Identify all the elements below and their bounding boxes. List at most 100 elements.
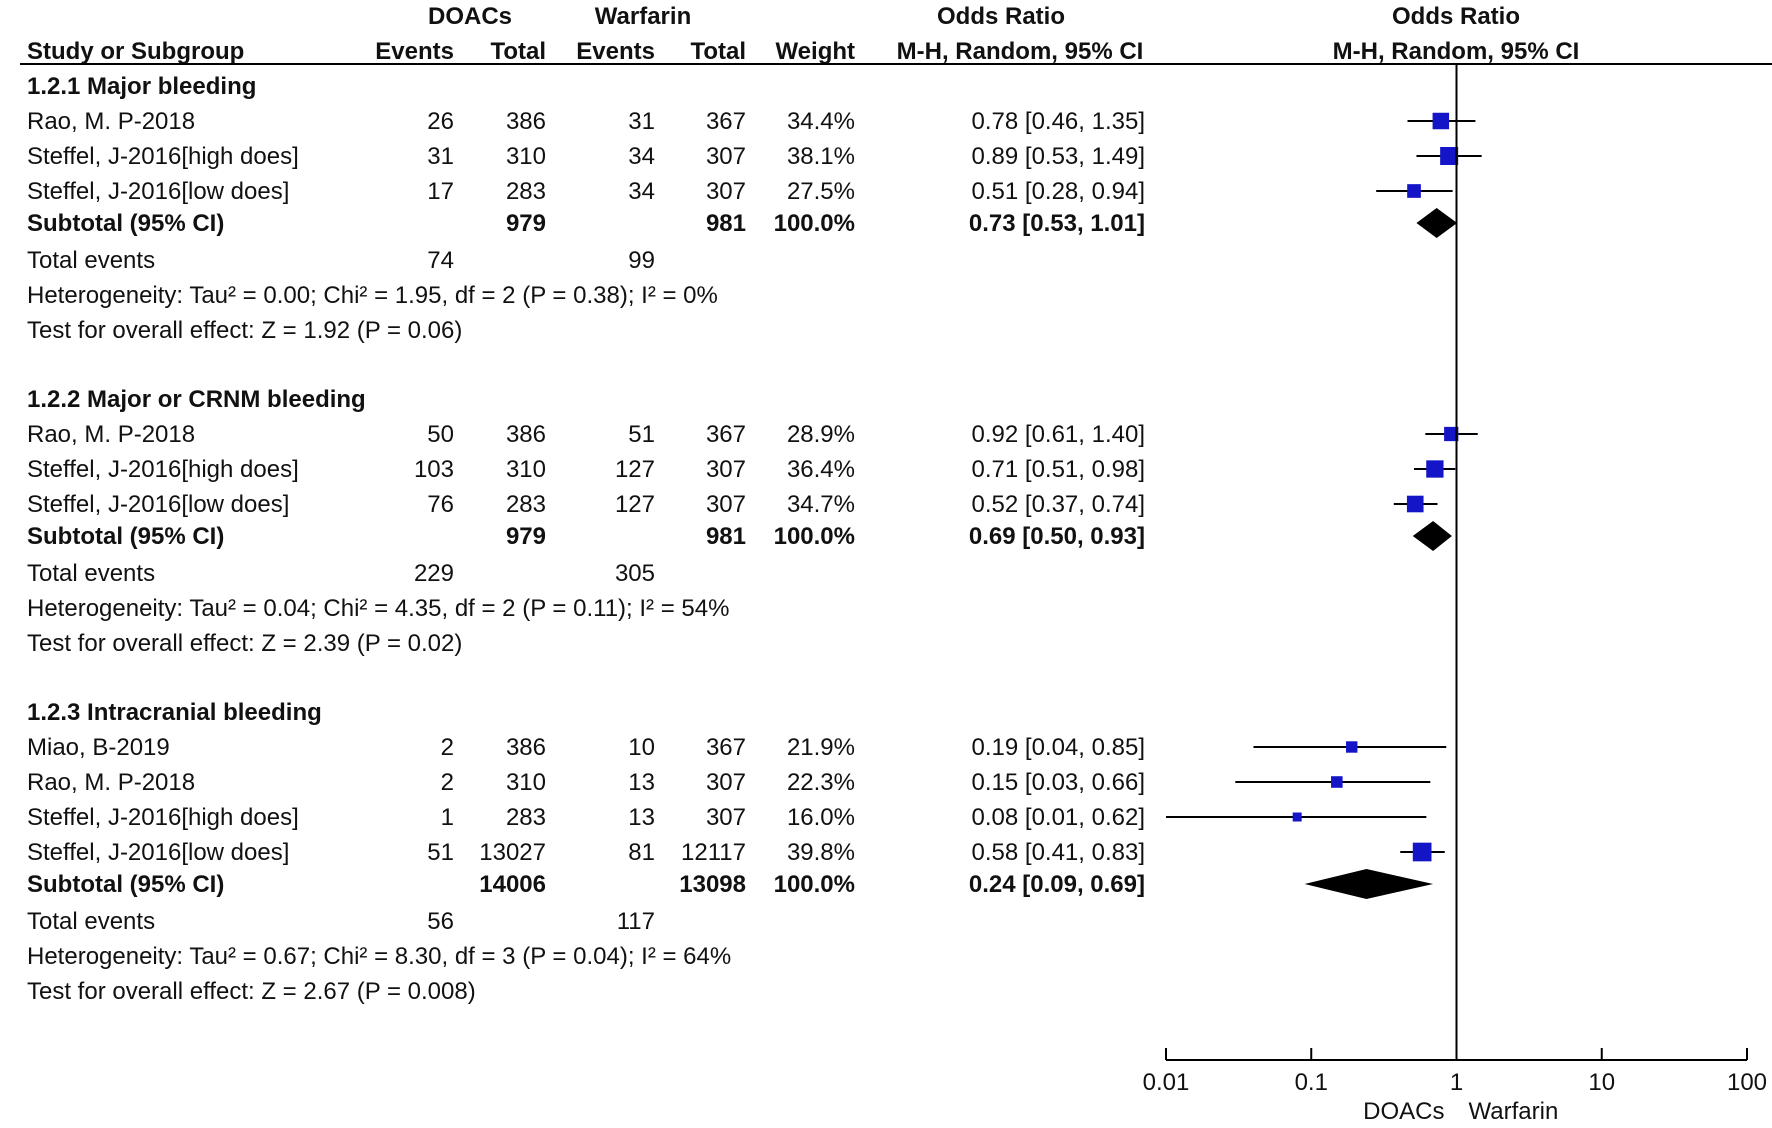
header-group1: DOACs [428, 3, 512, 30]
study-or-ci: 0.19 [0.04, 0.85] [972, 734, 1145, 761]
events-warfarin: 34 [628, 143, 655, 170]
study-or-ci: 0.58 [0.41, 0.83] [972, 839, 1145, 866]
or-square [1292, 812, 1302, 822]
x-tick-label: 100 [1727, 1069, 1767, 1096]
events-doacs: 26 [427, 108, 454, 135]
subtotal-label: Subtotal (95% CI) [27, 523, 224, 550]
total-events-doacs: 74 [427, 247, 454, 274]
events-warfarin: 127 [615, 491, 655, 518]
heterogeneity-text: Heterogeneity: Tau² = 0.00; Chi² = 1.95,… [27, 282, 718, 309]
events-warfarin: 51 [628, 421, 655, 448]
subtotal-total-warfarin: 981 [706, 523, 746, 550]
subtotal-or-ci: 0.69 [0.50, 0.93] [969, 523, 1145, 550]
total-warfarin: 367 [706, 108, 746, 135]
study-name: Steffel, J-2016[high does] [27, 804, 299, 831]
header-plot-method: M-H, Random, 95% CI [1333, 38, 1580, 65]
study-name: Steffel, J-2016[low does] [27, 839, 289, 866]
overall-effect-text: Test for overall effect: Z = 2.39 (P = 0… [27, 630, 462, 657]
study-weight: 34.4% [787, 108, 855, 135]
total-doacs: 386 [506, 734, 546, 761]
study-name: Miao, B-2019 [27, 734, 170, 761]
subtotal-diamond [1412, 521, 1452, 551]
total-events-doacs: 56 [427, 908, 454, 935]
total-events-warfarin: 99 [628, 247, 655, 274]
total-doacs: 283 [506, 178, 546, 205]
total-warfarin: 307 [706, 769, 746, 796]
total-warfarin: 307 [706, 143, 746, 170]
total-warfarin: 12117 [681, 839, 746, 866]
header-events-1: Events [375, 38, 454, 65]
study-or-ci: 0.51 [0.28, 0.94] [972, 178, 1145, 205]
events-doacs: 17 [427, 178, 454, 205]
subgroup-title: 1.2.1 Major bleeding [27, 73, 256, 100]
total-events-doacs: 229 [414, 560, 454, 587]
total-warfarin: 307 [706, 804, 746, 831]
subtotal-weight: 100.0% [774, 210, 855, 237]
events-doacs: 51 [427, 839, 454, 866]
events-warfarin: 81 [628, 839, 655, 866]
x-tick-label: 0.01 [1143, 1069, 1190, 1096]
events-doacs: 31 [427, 143, 454, 170]
total-events-label: Total events [27, 908, 155, 935]
study-or-ci: 0.15 [0.03, 0.66] [972, 769, 1145, 796]
study-weight: 34.7% [787, 491, 855, 518]
header-total-2: Total [690, 38, 746, 65]
or-square [1444, 426, 1459, 442]
x-tick-label: 10 [1588, 1069, 1615, 1096]
events-warfarin: 127 [615, 456, 655, 483]
header-events-2: Events [576, 38, 655, 65]
events-doacs: 103 [414, 456, 454, 483]
or-square [1426, 460, 1444, 478]
total-doacs: 310 [506, 456, 546, 483]
study-or-ci: 0.71 [0.51, 0.98] [972, 456, 1145, 483]
events-warfarin: 10 [628, 734, 655, 761]
overall-effect-text: Test for overall effect: Z = 1.92 (P = 0… [27, 317, 462, 344]
events-warfarin: 34 [628, 178, 655, 205]
total-events-label: Total events [27, 560, 155, 587]
total-warfarin: 307 [706, 456, 746, 483]
study-weight: 38.1% [787, 143, 855, 170]
study-weight: 36.4% [787, 456, 855, 483]
events-doacs: 2 [441, 734, 454, 761]
subgroup-title: 1.2.3 Intracranial bleeding [27, 699, 322, 726]
favours-left-label: DOACs [1363, 1098, 1444, 1125]
study-weight: 39.8% [787, 839, 855, 866]
x-tick-label: 1 [1450, 1069, 1463, 1096]
events-doacs: 76 [427, 491, 454, 518]
total-doacs: 386 [506, 421, 546, 448]
study-or-ci: 0.89 [0.53, 1.49] [972, 143, 1145, 170]
total-warfarin: 307 [706, 178, 746, 205]
subtotal-total-warfarin: 13098 [679, 871, 746, 898]
subtotal-or-ci: 0.73 [0.53, 1.01] [969, 210, 1145, 237]
subtotal-label: Subtotal (95% CI) [27, 871, 224, 898]
total-events-warfarin: 117 [617, 908, 655, 935]
subtotal-or-ci: 0.24 [0.09, 0.69] [969, 871, 1145, 898]
total-doacs: 283 [506, 491, 546, 518]
header-plot-title: Odds Ratio [1392, 3, 1520, 30]
header-group2: Warfarin [595, 3, 691, 30]
study-or-ci: 0.92 [0.61, 1.40] [972, 421, 1145, 448]
events-warfarin: 31 [628, 108, 655, 135]
study-name: Steffel, J-2016[high does] [27, 143, 299, 170]
header-weight: Weight [775, 38, 855, 65]
subtotal-total-warfarin: 981 [706, 210, 746, 237]
total-warfarin: 367 [706, 734, 746, 761]
study-weight: 22.3% [787, 769, 855, 796]
or-square [1440, 147, 1459, 165]
or-square [1412, 842, 1432, 862]
total-events-warfarin: 305 [615, 560, 655, 587]
subtotal-weight: 100.0% [774, 523, 855, 550]
study-weight: 27.5% [787, 178, 855, 205]
header-study: Study or Subgroup [27, 38, 244, 65]
study-name: Steffel, J-2016[high does] [27, 456, 299, 483]
heterogeneity-text: Heterogeneity: Tau² = 0.04; Chi² = 4.35,… [27, 595, 729, 622]
study-weight: 16.0% [787, 804, 855, 831]
subtotal-total-doacs: 14006 [479, 871, 546, 898]
study-or-ci: 0.52 [0.37, 0.74] [972, 491, 1145, 518]
subtotal-diamond [1304, 869, 1434, 899]
or-square [1406, 495, 1424, 513]
total-doacs: 13027 [479, 839, 546, 866]
total-doacs: 310 [506, 769, 546, 796]
favours-right-label: Warfarin [1469, 1098, 1559, 1125]
